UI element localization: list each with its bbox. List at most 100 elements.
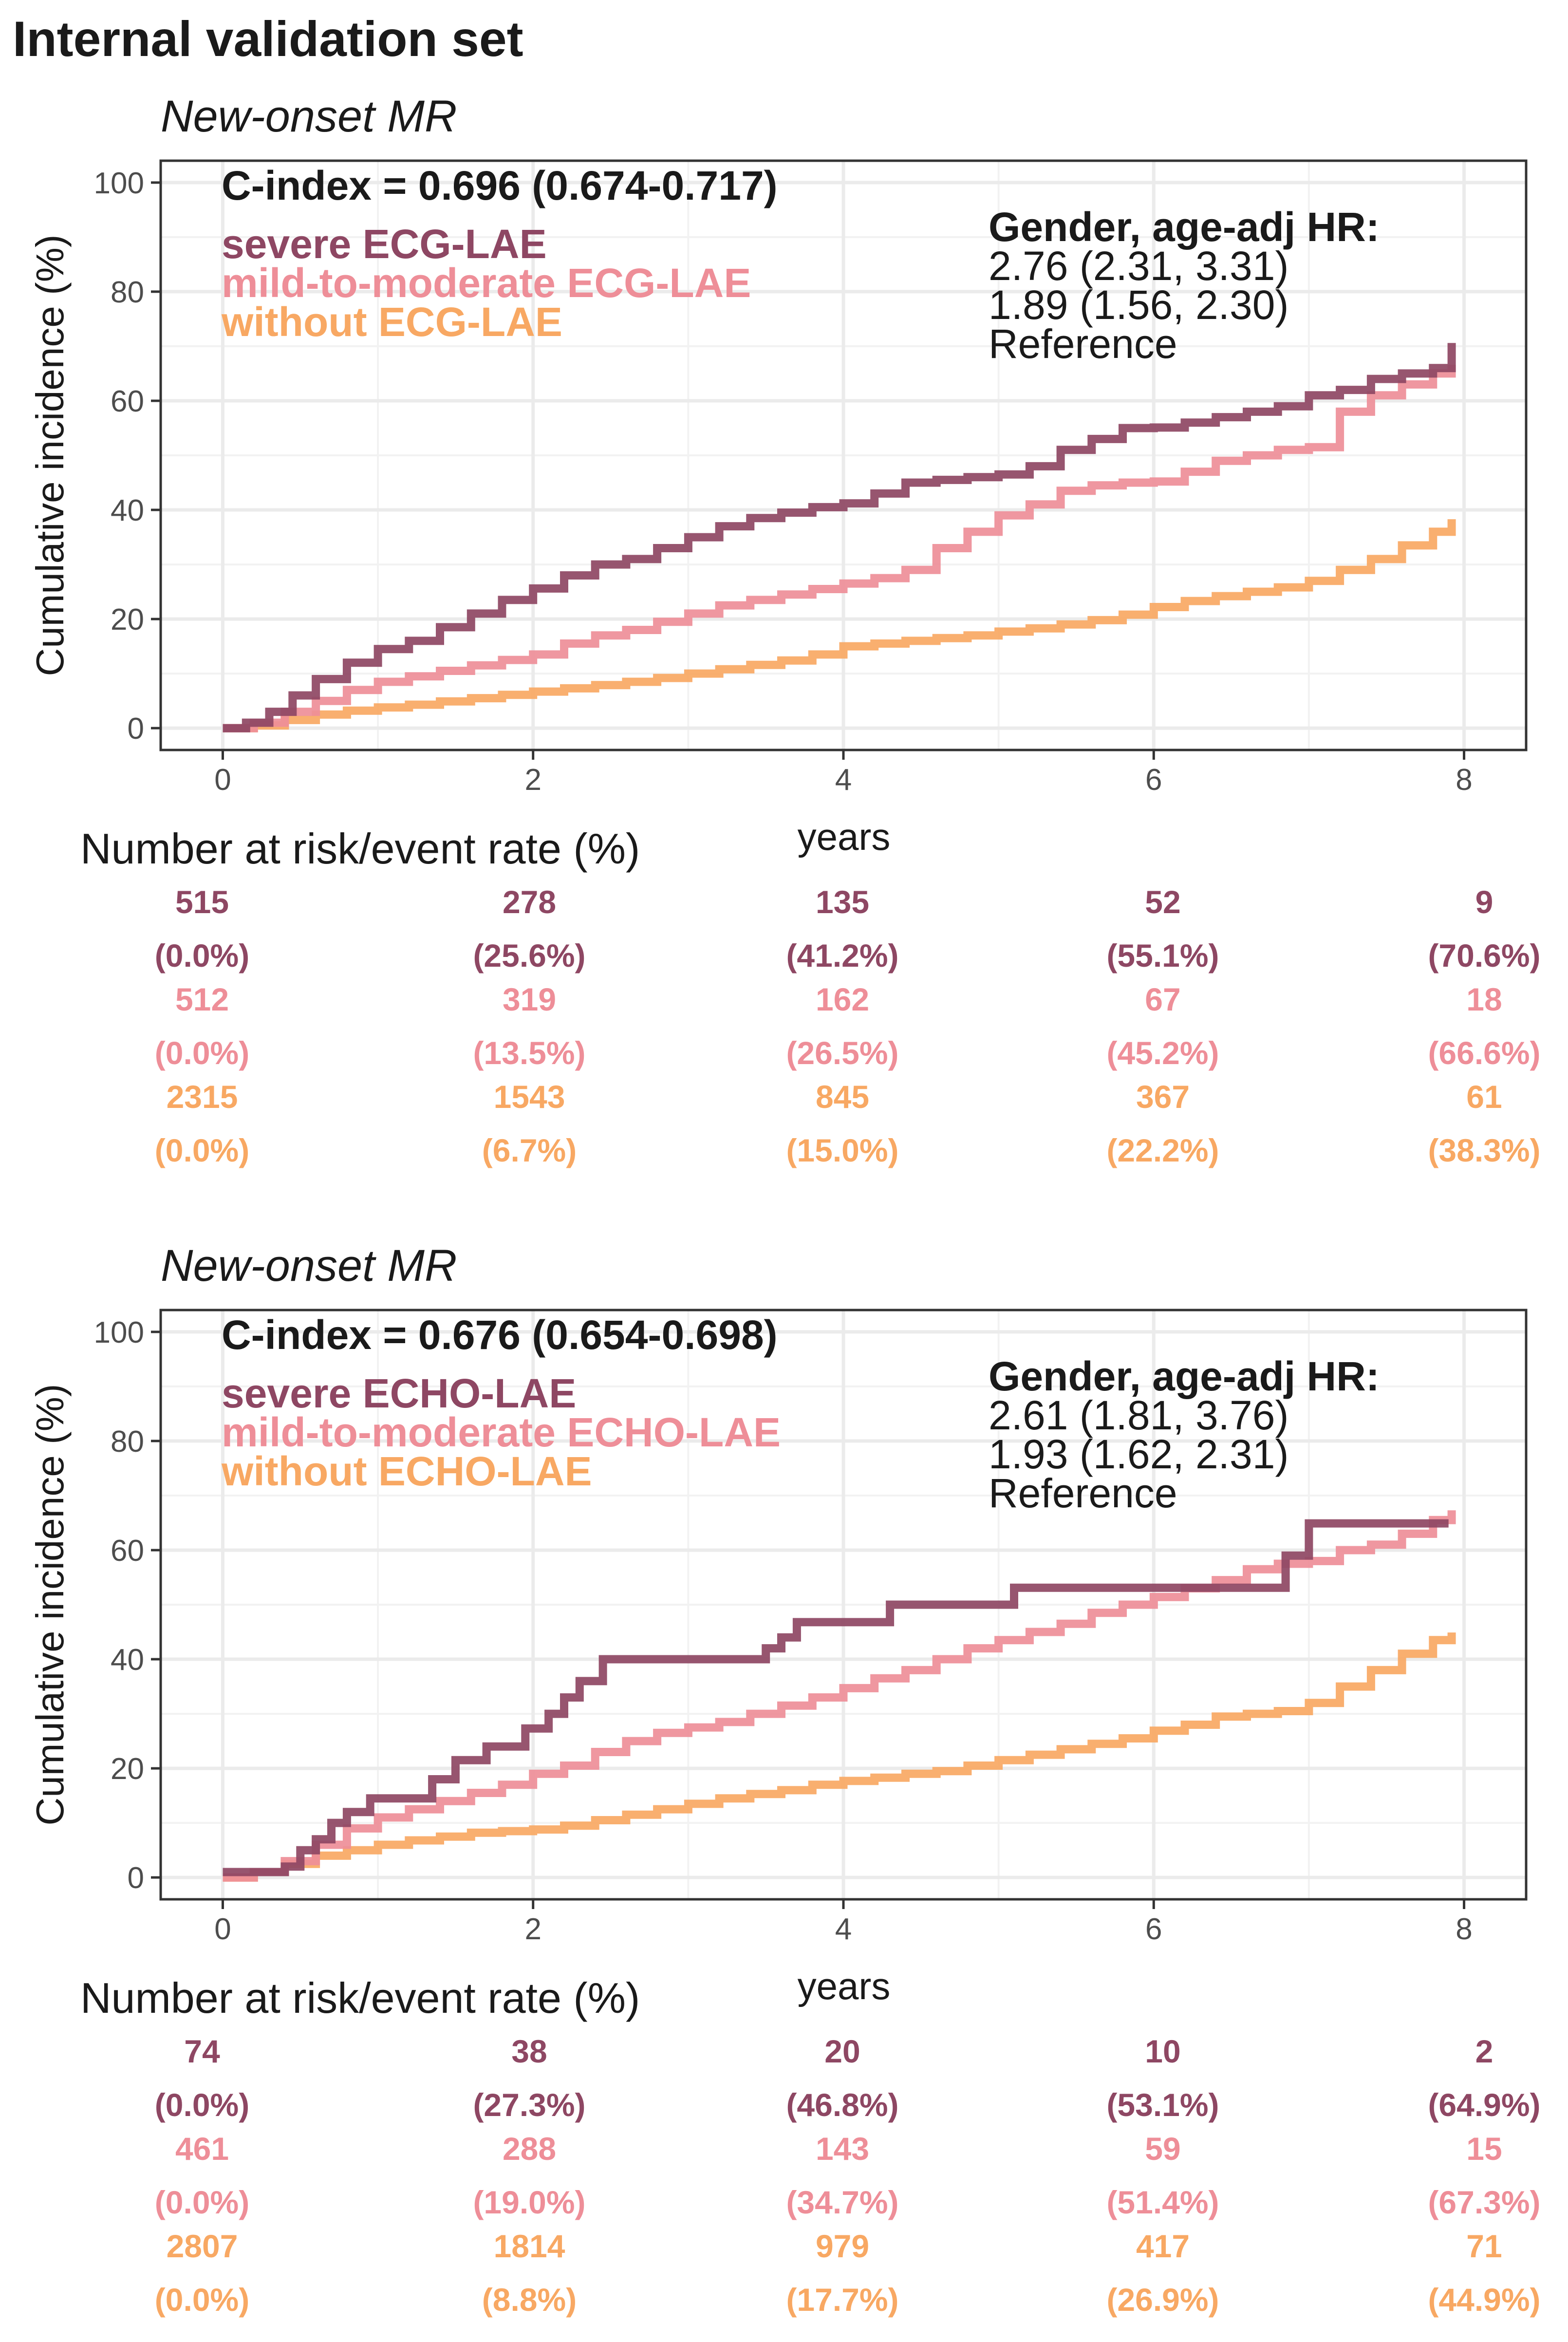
km-curve-mild <box>223 1510 1456 1882</box>
x-tick-label: 2 <box>524 1912 541 1946</box>
risk-number-without: 2315 <box>167 1079 238 1115</box>
x-tick-label: 6 <box>1145 763 1162 797</box>
event-rate-mild: (34.7%) <box>786 2184 898 2220</box>
risk-number-mild: 59 <box>1145 2131 1180 2167</box>
risk-number-mild: 15 <box>1466 2131 1502 2167</box>
y-tick-label: 60 <box>111 1534 144 1568</box>
hr-value-severe: 2.76 (2.31, 3.31) <box>989 243 1288 289</box>
event-rate-severe: (27.3%) <box>473 2087 585 2123</box>
panel-subtitle: New-onset MR <box>161 1241 457 1291</box>
risk-number-severe: 278 <box>503 884 556 920</box>
cindex-label: C-index = 0.696 (0.674-0.717) <box>222 163 778 208</box>
risk-number-without: 1543 <box>494 1079 565 1115</box>
event-rate-without: (15.0%) <box>786 1132 898 1168</box>
event-rate-severe: (53.1%) <box>1106 2087 1219 2123</box>
km-curve-severe <box>223 1519 1449 1876</box>
y-tick-label: 80 <box>111 1425 144 1459</box>
event-rate-severe: (70.6%) <box>1428 937 1540 974</box>
legend-entry-without: without ECG-LAE <box>221 299 562 345</box>
y-tick-label: 100 <box>94 167 144 200</box>
event-rate-severe: (0.0%) <box>155 2087 249 2123</box>
risk-number-mild: 461 <box>175 2131 229 2167</box>
risk-number-severe: 74 <box>184 2033 220 2069</box>
risk-number-mild: 319 <box>503 981 556 1017</box>
legend-entry-mild: mild-to-moderate ECG-LAE <box>222 260 751 306</box>
km-curve-without <box>223 519 1456 732</box>
risk-number-mild: 143 <box>816 2131 869 2167</box>
km-curve-mild <box>223 365 1456 732</box>
y-tick-label: 20 <box>111 603 144 637</box>
y-tick-label: 40 <box>111 494 144 527</box>
risk-number-severe: 10 <box>1145 2033 1180 2069</box>
panel-subtitle: New-onset MR <box>161 92 457 141</box>
event-rate-mild: (26.5%) <box>786 1035 898 1071</box>
y-tick-label: 20 <box>111 1752 144 1786</box>
risk-number-without: 61 <box>1466 1079 1502 1115</box>
x-tick-label: 0 <box>214 763 231 797</box>
event-rate-without: (6.7%) <box>482 1132 577 1168</box>
risk-number-without: 845 <box>816 1079 869 1115</box>
hr-title: Gender, age-adj HR: <box>989 1353 1380 1399</box>
x-axis-title: years <box>798 1965 891 2007</box>
risk-number-mild: 162 <box>816 981 869 1017</box>
event-rate-without: (22.2%) <box>1106 1132 1219 1168</box>
event-rate-without: (38.3%) <box>1428 1132 1540 1168</box>
km-panel-echo: New-onset MR 0 20 40 60 80 100 0 2 4 6 8 Cumulative … <box>28 1241 1541 2318</box>
risk-table-title: Number at risk/event rate (%) <box>80 1974 640 2022</box>
y-axis-title: Cumulative incidence (%) <box>28 1384 72 1825</box>
event-rate-severe: (55.1%) <box>1106 937 1219 974</box>
risk-number-without: 417 <box>1136 2228 1190 2264</box>
x-tick-label: 8 <box>1456 1912 1472 1946</box>
hr-value-without: Reference <box>989 1470 1177 1516</box>
hr-value-mild: 1.89 (1.56, 2.30) <box>989 282 1288 328</box>
legend-entry-without: without ECHO-LAE <box>221 1448 592 1494</box>
x-tick-label: 4 <box>835 1912 852 1946</box>
y-tick-label: 0 <box>128 712 144 746</box>
event-rate-mild: (45.2%) <box>1106 1035 1219 1071</box>
risk-table-title: Number at risk/event rate (%) <box>80 824 640 873</box>
event-rate-without: (0.0%) <box>155 1132 249 1168</box>
event-rate-mild: (51.4%) <box>1106 2184 1219 2220</box>
event-rate-mild: (0.0%) <box>155 2184 249 2220</box>
event-rate-without: (26.9%) <box>1106 2282 1219 2318</box>
risk-number-without: 367 <box>1136 1079 1190 1115</box>
risk-number-severe: 2 <box>1475 2033 1493 2069</box>
event-rate-severe: (0.0%) <box>155 937 249 974</box>
event-rate-severe: (41.2%) <box>786 937 898 974</box>
event-rate-mild: (0.0%) <box>155 1035 249 1071</box>
event-rate-mild: (13.5%) <box>473 1035 585 1071</box>
risk-number-mild: 67 <box>1145 981 1180 1017</box>
km-curve-without <box>223 1632 1456 1882</box>
risk-number-without: 71 <box>1466 2228 1502 2264</box>
event-rate-severe: (46.8%) <box>786 2087 898 2123</box>
hr-title: Gender, age-adj HR: <box>989 204 1380 250</box>
y-tick-label: 80 <box>111 276 144 309</box>
risk-number-severe: 20 <box>824 2033 860 2069</box>
event-rate-without: (17.7%) <box>786 2282 898 2318</box>
x-tick-label: 0 <box>214 1912 231 1946</box>
event-rate-mild: (67.3%) <box>1428 2184 1540 2220</box>
risk-number-without: 979 <box>816 2228 869 2264</box>
risk-number-without: 2807 <box>167 2228 238 2264</box>
x-tick-label: 2 <box>524 763 541 797</box>
event-rate-severe: (25.6%) <box>473 937 585 974</box>
x-tick-label: 8 <box>1456 763 1472 797</box>
figure-title: Internal validation set <box>13 11 523 67</box>
hr-value-mild: 1.93 (1.62, 2.31) <box>989 1431 1288 1477</box>
event-rate-without: (44.9%) <box>1428 2282 1540 2318</box>
risk-number-mild: 288 <box>503 2131 556 2167</box>
legend-entry-severe: severe ECG-LAE <box>222 221 547 267</box>
hr-value-without: Reference <box>989 321 1177 367</box>
legend-entry-severe: severe ECHO-LAE <box>222 1370 576 1416</box>
event-rate-without: (0.0%) <box>155 2282 249 2318</box>
y-tick-label: 60 <box>111 385 144 418</box>
km-curve-severe <box>223 343 1456 732</box>
risk-number-severe: 135 <box>816 884 869 920</box>
risk-number-severe: 52 <box>1145 884 1180 920</box>
km-panel-ecg: New-onset MR 0 20 40 60 80 100 0 2 4 6 8 Cumulative … <box>28 92 1541 1168</box>
y-tick-label: 40 <box>111 1643 144 1677</box>
event-rate-without: (8.8%) <box>482 2282 577 2318</box>
event-rate-mild: (19.0%) <box>473 2184 585 2220</box>
x-axis-title: years <box>798 815 891 858</box>
